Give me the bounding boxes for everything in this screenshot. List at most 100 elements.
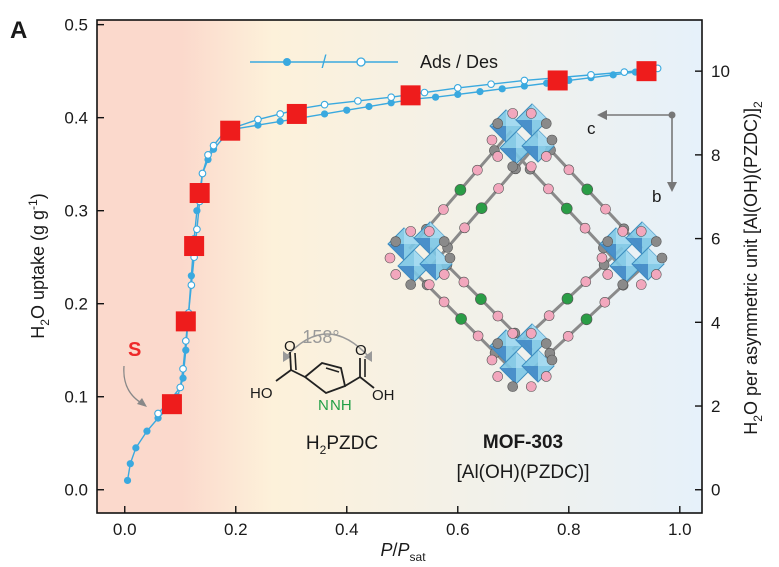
des-point <box>198 169 207 178</box>
des-point <box>254 115 262 124</box>
framework-atom <box>543 310 555 322</box>
framework-atom <box>580 276 592 288</box>
y2-tick-label: 6 <box>711 230 720 249</box>
linker-molecule: 158° O HO O OH N NH H2PZDC <box>250 327 395 457</box>
structure-point <box>400 85 421 106</box>
panel-letter: A <box>10 17 27 44</box>
y2-tick-label: 0 <box>711 481 720 500</box>
framework-atom <box>563 164 575 176</box>
framework-atom <box>472 330 484 342</box>
axis-b-arrowhead <box>667 182 677 192</box>
axis-c-label: c <box>587 119 596 138</box>
framework-atom <box>600 203 611 215</box>
y-axis-label-left: H2O uptake (g g-1) <box>26 193 52 338</box>
structure-point <box>547 70 568 91</box>
angle-arc <box>284 333 371 359</box>
des-point <box>204 151 212 159</box>
ads-point <box>609 71 617 79</box>
des-point <box>453 84 462 92</box>
y-tick-label: 0.4 <box>64 109 88 128</box>
ads-point <box>143 427 151 435</box>
framework-atom <box>459 222 470 234</box>
ads-point <box>254 121 262 129</box>
x-tick-label: 0.4 <box>335 520 359 539</box>
des-point <box>520 76 529 85</box>
framework-atom <box>438 204 449 215</box>
y-tick-label: 0.3 <box>64 202 88 221</box>
linker-name: H2PZDC <box>306 433 378 457</box>
ads-point <box>187 272 195 280</box>
s-label: S <box>128 339 141 361</box>
y2-tick-label: 4 <box>711 313 720 332</box>
pyrazole-ring <box>303 362 347 395</box>
legend: / Ads / Des <box>250 52 498 72</box>
framework-atom <box>580 313 593 326</box>
axis-ticks: 0.0 0.2 0.4 0.6 0.8 1.0 0.0 0.1 0.2 0.3 0.4 0.5 0 2 4 6… <box>64 16 730 539</box>
mof-formula: [Al(OH)(PZDC)] <box>457 462 590 483</box>
ads-point <box>320 110 329 118</box>
framework-atom <box>492 310 504 322</box>
structure-point <box>636 61 657 82</box>
des-point <box>320 100 329 109</box>
angle-label: 158° <box>302 327 339 347</box>
des-point <box>179 364 187 373</box>
des-point <box>387 93 396 102</box>
s-arrowhead <box>137 398 147 407</box>
series-layer <box>123 61 662 485</box>
structure-point <box>189 183 210 204</box>
ads-point <box>126 460 134 468</box>
ads-point <box>520 82 528 90</box>
ads-point <box>365 102 373 111</box>
framework-atom <box>579 222 591 234</box>
des-point <box>354 97 362 105</box>
des-point <box>187 281 196 289</box>
structure-point <box>220 120 241 141</box>
x-tick-label: 0.8 <box>557 520 581 539</box>
legend-ads-marker <box>283 58 291 66</box>
des-point <box>620 68 629 76</box>
des-point <box>276 110 285 118</box>
framework-atom <box>438 296 450 308</box>
des-point <box>154 409 162 418</box>
crystal-axes: c b <box>587 110 677 206</box>
atom-nh: NH <box>330 397 352 414</box>
al-node-cluster <box>486 323 558 392</box>
des-point <box>176 383 185 392</box>
framework-atom <box>562 330 574 342</box>
ads-point <box>431 93 440 101</box>
des-point <box>487 80 495 89</box>
axis-origin-dot <box>668 111 676 119</box>
angle-arrow-right <box>364 351 372 362</box>
structure-point <box>161 394 182 415</box>
y-tick-label: 0.5 <box>64 16 88 35</box>
framework-atom <box>543 183 554 195</box>
ads-point <box>343 106 351 114</box>
ads-point <box>276 117 284 125</box>
plot-frame <box>96 19 703 514</box>
legend-text: Ads / Des <box>420 52 498 72</box>
al-node-cluster <box>384 221 456 290</box>
angle-arrow-left <box>283 351 291 362</box>
ads-point <box>123 476 132 485</box>
ads-point <box>498 85 506 93</box>
framework-atom <box>475 293 487 305</box>
atom-oh: OH <box>372 387 395 404</box>
framework-atom <box>560 202 573 215</box>
y-tick-label: 0.1 <box>64 388 88 407</box>
ads-point <box>182 346 190 354</box>
ads-point <box>132 444 140 452</box>
legend-des-marker <box>356 57 366 67</box>
des-point <box>193 225 201 234</box>
ads-point <box>476 88 484 96</box>
al-node-cluster <box>486 103 558 172</box>
framework-atom <box>454 184 467 196</box>
y2-tick-label: 8 <box>711 146 720 165</box>
ads-point <box>193 207 201 215</box>
y2-tick-label: 2 <box>711 397 720 416</box>
atom-ho: HO <box>250 385 273 402</box>
structure-point <box>175 311 196 332</box>
atom-o-left: O <box>284 338 296 355</box>
mof-name: MOF-303 <box>483 432 563 453</box>
